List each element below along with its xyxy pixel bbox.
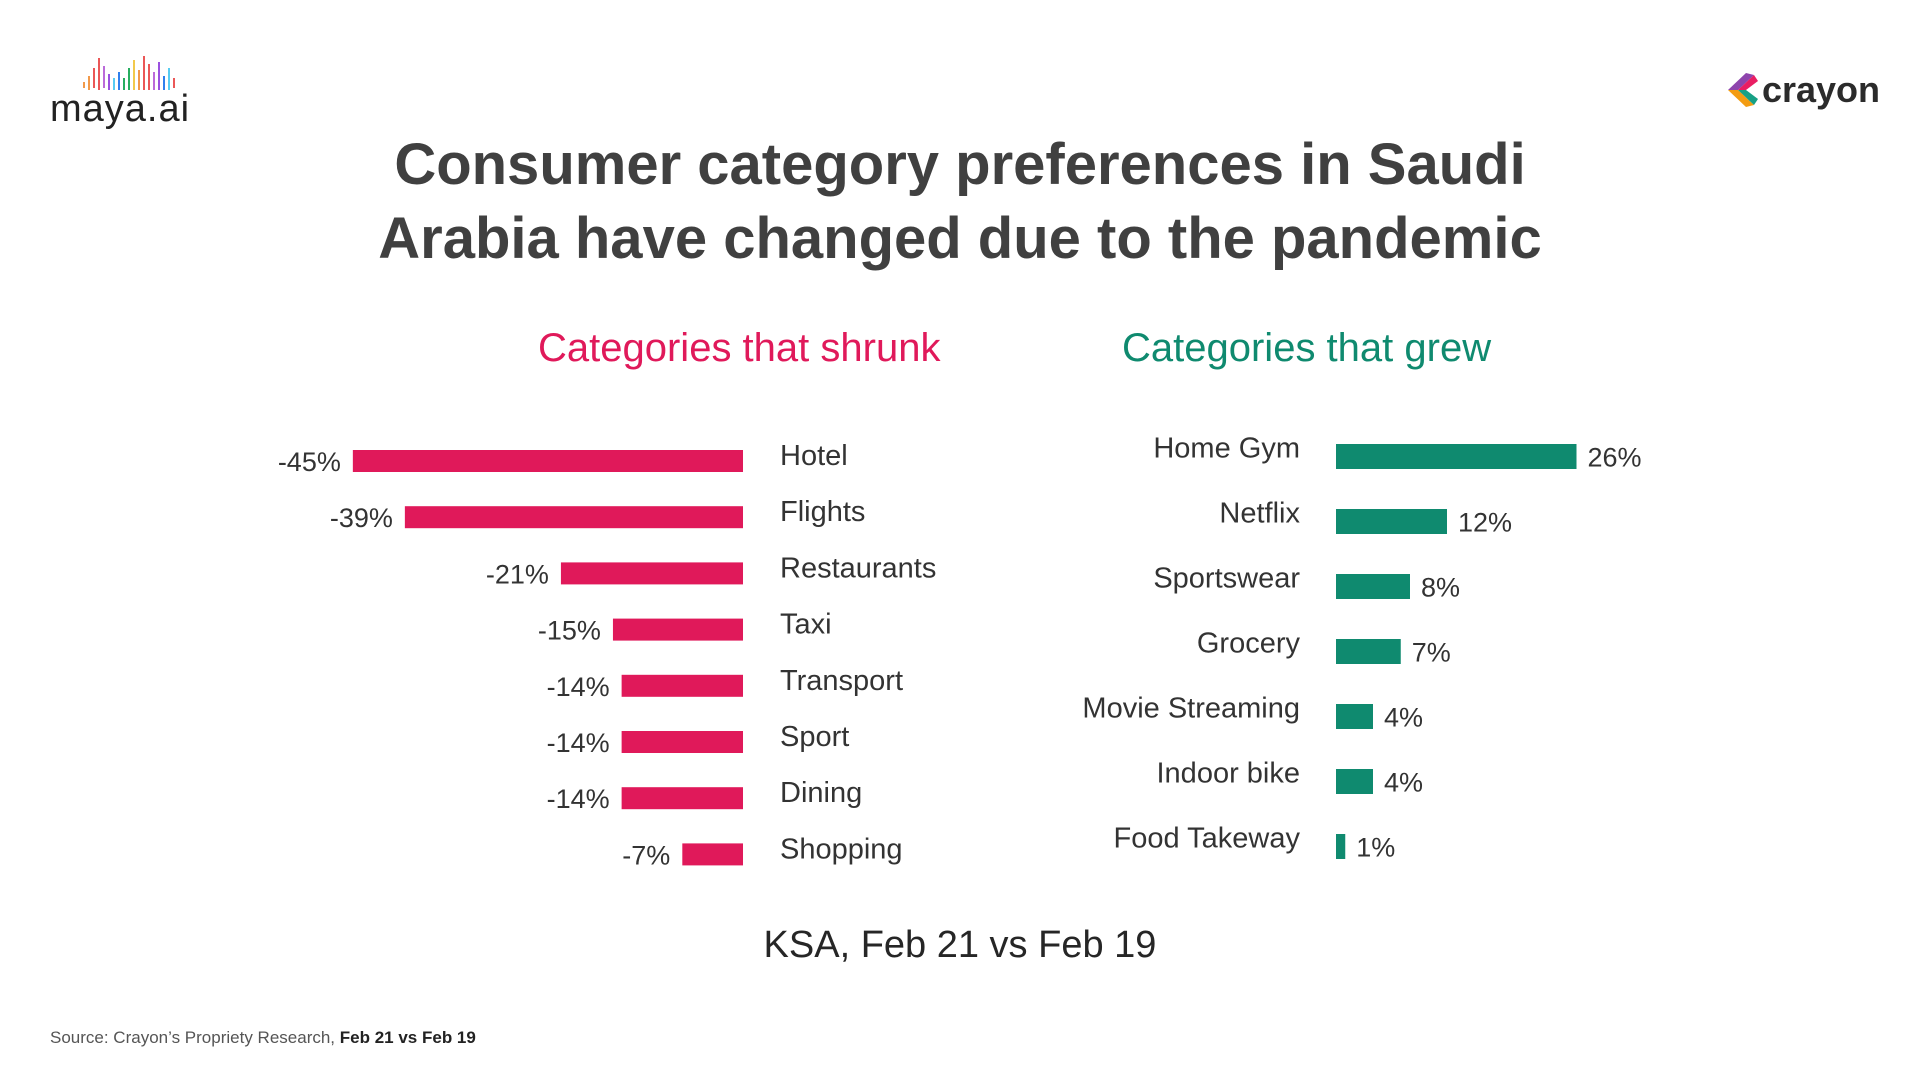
crayon-logo: crayon <box>1726 68 1880 112</box>
grew-value-label: 7% <box>1412 638 1451 668</box>
title-line-1: Consumer category preferences in Saudi <box>394 132 1526 197</box>
grew-category-label: Sportswear <box>1153 563 1300 595</box>
sound-wave-icon <box>83 56 175 90</box>
grew-bar <box>1336 574 1410 599</box>
source-prefix: Source: Crayon’s Propriety Research, <box>50 1028 340 1047</box>
shrunk-value-label: -15% <box>538 616 601 646</box>
shrunk-value-label: -45% <box>278 447 341 477</box>
shrunk-category-label: Transport <box>780 665 903 697</box>
shrunk-bar <box>612 618 743 641</box>
grew-value-label: 4% <box>1384 768 1423 798</box>
shrunk-chart-title: Categories that shrunk <box>538 326 941 370</box>
page-title: Consumer category preferences in Saudi A… <box>0 128 1920 276</box>
source-note: Source: Crayon’s Propriety Research, Feb… <box>50 1028 476 1048</box>
source-period: Feb 21 vs Feb 19 <box>339 1028 476 1047</box>
shrunk-value-label: -21% <box>486 559 549 589</box>
shrunk-category-label: Sport <box>780 721 849 753</box>
shrunk-value-label: -7% <box>622 840 670 870</box>
grew-value-label: 8% <box>1421 573 1460 603</box>
shrunk-bar <box>621 787 743 810</box>
grew-bar <box>1336 639 1401 664</box>
maya-ai-wordmark: maya.ai <box>50 88 191 130</box>
grew-value-label: 4% <box>1384 703 1423 733</box>
grew-bar <box>1336 444 1577 469</box>
shrunk-value-label: -39% <box>330 503 393 533</box>
grew-value-label: 26% <box>1588 443 1642 473</box>
shrunk-bar <box>404 506 743 529</box>
title-line-2: Arabia have changed due to the pandemic <box>378 206 1542 271</box>
grew-value-label: 1% <box>1356 833 1395 863</box>
grew-value-label: 12% <box>1458 508 1512 538</box>
shrunk-category-label: Shopping <box>780 833 903 865</box>
shrunk-value-label: -14% <box>547 728 610 758</box>
shrunk-category-label: Dining <box>780 777 862 809</box>
shrunk-value-label: -14% <box>547 784 610 814</box>
crayon-chevron-icon <box>1727 73 1758 107</box>
shrunk-value-label: -14% <box>547 672 610 702</box>
grew-bar <box>1336 509 1447 534</box>
grew-category-label: Netflix <box>1219 498 1300 530</box>
grew-category-label: Grocery <box>1197 628 1301 660</box>
maya-ai-logo: maya.ai <box>50 48 210 138</box>
period-label: KSA, Feb 21 vs Feb 19 <box>763 924 1157 966</box>
shrunk-bar <box>621 674 743 697</box>
grew-category-label: Home Gym <box>1153 433 1300 465</box>
grew-bar <box>1336 704 1373 729</box>
shrunk-bar <box>560 562 743 585</box>
grew-category-label: Movie Streaming <box>1082 693 1300 725</box>
grew-bar <box>1336 769 1373 794</box>
grew-bar <box>1336 834 1346 859</box>
grew-category-label: Indoor bike <box>1157 758 1301 790</box>
shrunk-category-label: Hotel <box>780 440 848 472</box>
grew-category-label: Food Takeway <box>1114 823 1301 855</box>
shrunk-category-label: Restaurants <box>780 552 936 584</box>
shrunk-category-label: Flights <box>780 496 865 528</box>
shrunk-bar <box>352 450 743 472</box>
shrunk-bar <box>682 843 743 866</box>
crayon-wordmark: crayon <box>1761 69 1880 110</box>
shrunk-category-label: Taxi <box>780 609 832 641</box>
grew-chart-title: Categories that grew <box>1122 326 1492 370</box>
shrunk-bar <box>621 731 743 753</box>
